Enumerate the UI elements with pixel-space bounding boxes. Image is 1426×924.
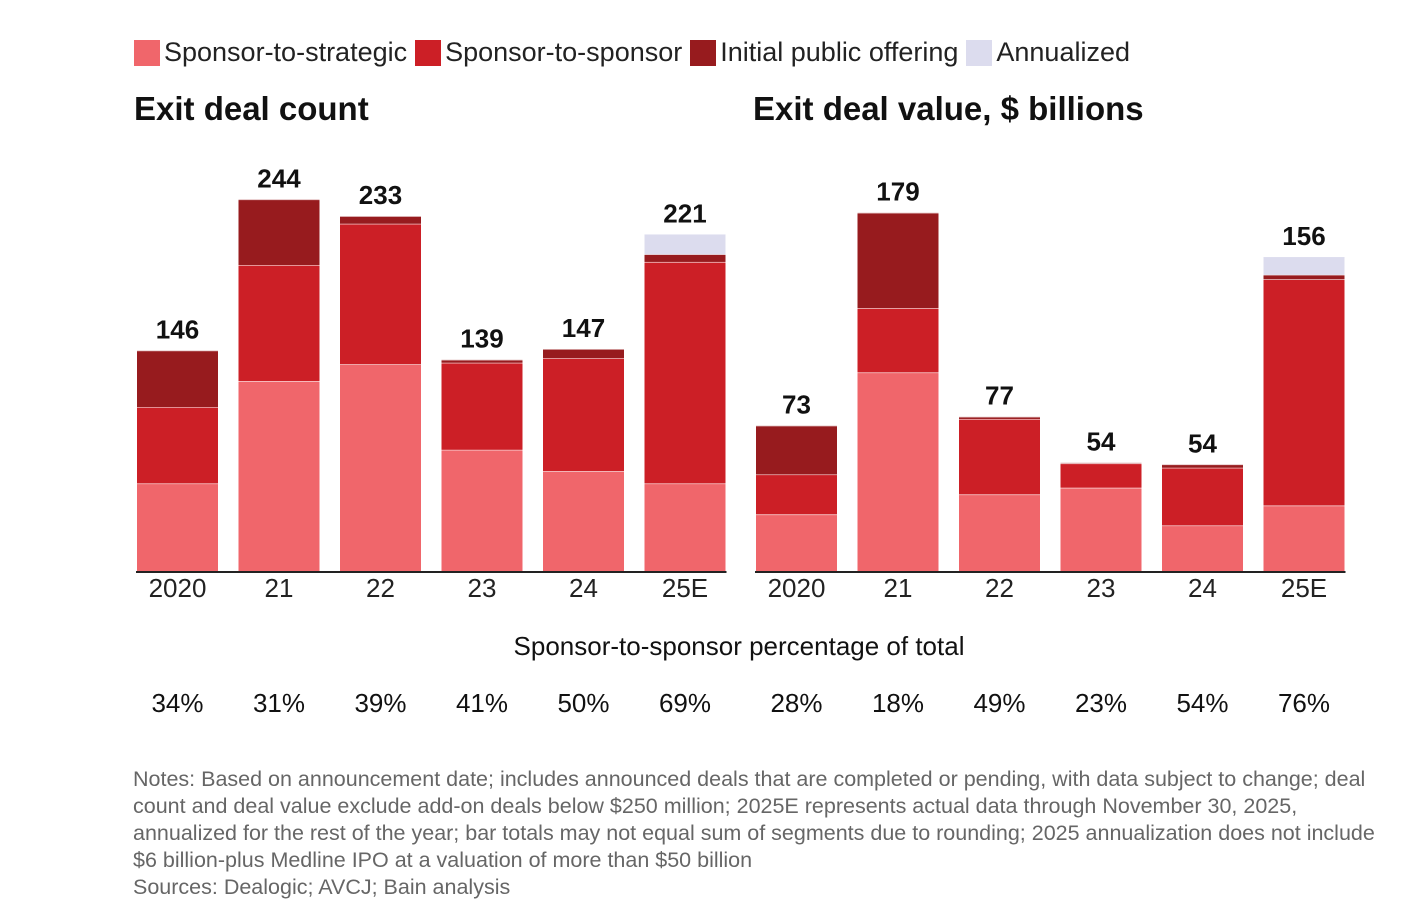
legend-item-sponsor-to-strategic: Sponsor-to-strategic xyxy=(134,37,407,68)
bar-total-label: 147 xyxy=(562,313,605,343)
bar-segment-initial-public-offering xyxy=(959,416,1040,419)
bar-segment-sponsor-to-sponsor xyxy=(1263,279,1345,506)
pct-value: 18% xyxy=(871,688,925,718)
pct-title: Sponsor-to-sponsor percentage of total xyxy=(513,631,965,661)
sources-text: Sources: Dealogic; AVCJ; Bain analysis xyxy=(133,875,511,899)
bar-total-label: 221 xyxy=(663,198,706,228)
bar-segment-sponsor-to-strategic xyxy=(340,364,421,572)
pct-value: 76% xyxy=(1277,688,1331,718)
x-tick-label: 25E xyxy=(662,573,708,603)
panel-title-count: Exit deal count xyxy=(134,90,369,127)
legend-swatch xyxy=(966,39,993,66)
pct-value: 54% xyxy=(1176,688,1229,718)
bar-segment-initial-public-offering xyxy=(137,350,218,408)
legend-item-ipo: Initial public offering xyxy=(690,37,958,68)
bar-segment-initial-public-offering xyxy=(756,425,837,475)
notes: Notes: Based on announcement date; inclu… xyxy=(133,766,1378,901)
bar-segment-initial-public-offering xyxy=(238,199,320,265)
bar-segment-sponsor-to-strategic xyxy=(441,449,523,572)
x-tick-label: 22 xyxy=(985,573,1014,603)
bar-segment-sponsor-to-strategic xyxy=(238,381,320,572)
legend-swatch xyxy=(690,39,717,66)
bar-segment-sponsor-to-strategic xyxy=(644,483,726,572)
bar-segment-initial-public-offering xyxy=(1162,464,1243,468)
bar-total-label: 244 xyxy=(257,163,301,193)
x-tick-label: 24 xyxy=(569,573,598,603)
bar-segment-initial-public-offering xyxy=(644,254,726,262)
x-tick-label: 23 xyxy=(1087,573,1116,603)
bar-total-label: 73 xyxy=(782,390,811,420)
pct-value: 23% xyxy=(1074,688,1128,718)
bar-segment-sponsor-to-sponsor xyxy=(137,407,218,484)
bar-segment-sponsor-to-strategic xyxy=(857,372,939,572)
bar-total-label: 54 xyxy=(1188,428,1217,458)
bar-segment-sponsor-to-strategic xyxy=(1263,505,1345,572)
x-tick-label: 23 xyxy=(468,573,497,603)
x-tick-label: 2020 xyxy=(768,573,826,603)
legend: Sponsor-to-strategic Sponsor-to-sponsor … xyxy=(134,37,1138,68)
bar-segment-annualized xyxy=(644,234,726,255)
bar-total-label: 54 xyxy=(1087,427,1116,457)
bar-segment-sponsor-to-strategic xyxy=(959,494,1040,572)
bar-segment-sponsor-to-sponsor xyxy=(644,261,726,484)
bar-segment-initial-public-offering xyxy=(340,216,421,224)
legend-item-sponsor-to-sponsor: Sponsor-to-sponsor xyxy=(415,37,682,68)
bar-segment-sponsor-to-sponsor xyxy=(1162,467,1243,526)
legend-label: Initial public offering xyxy=(720,37,959,67)
legend-label: Sponsor-to-sponsor xyxy=(445,37,683,67)
pct-value: 49% xyxy=(973,688,1026,718)
bar-segment-sponsor-to-sponsor xyxy=(1060,463,1142,488)
x-tick-label: 25E xyxy=(1281,573,1327,603)
bar-segment-sponsor-to-sponsor xyxy=(959,418,1040,495)
legend-label: Annualized xyxy=(996,37,1130,67)
bar-segment-annualized xyxy=(1263,257,1345,275)
bar-segment-sponsor-to-sponsor xyxy=(238,264,320,382)
pct-value: 69% xyxy=(658,688,712,718)
x-tick-label: 21 xyxy=(884,573,913,603)
bar-segment-sponsor-to-strategic xyxy=(1162,525,1243,572)
x-tick-label: 24 xyxy=(1188,573,1217,603)
x-tick-label: 2020 xyxy=(149,573,207,603)
bar-segment-initial-public-offering xyxy=(441,359,523,363)
notes-text: Notes: Based on announcement date; inclu… xyxy=(133,767,1375,872)
bar-segment-sponsor-to-strategic xyxy=(137,483,218,572)
bar-segment-initial-public-offering xyxy=(1263,274,1345,280)
pct-value: 39% xyxy=(354,688,407,718)
bar-total-label: 179 xyxy=(876,177,919,207)
bar-segment-sponsor-to-sponsor xyxy=(756,474,837,515)
legend-label: Sponsor-to-strategic xyxy=(164,37,408,67)
x-tick-label: 21 xyxy=(265,573,294,603)
legend-swatch xyxy=(415,39,442,66)
bar-segment-initial-public-offering xyxy=(857,212,939,309)
bar-segment-sponsor-to-strategic xyxy=(1060,487,1142,572)
bar-total-label: 77 xyxy=(985,381,1014,411)
bar-segment-sponsor-to-sponsor xyxy=(441,362,523,450)
x-tick-label: 22 xyxy=(366,573,395,603)
deal-value-chart: 73 2020 179 21 77 22 54 23 54 24 156 25E xyxy=(755,177,1346,603)
bar-segment-sponsor-to-sponsor xyxy=(340,223,421,365)
pct-value: 28% xyxy=(770,688,823,718)
bar-total-label: 146 xyxy=(156,315,199,345)
bar-segment-sponsor-to-sponsor xyxy=(543,358,624,472)
bar-segment-sponsor-to-strategic xyxy=(756,514,837,572)
bar-segment-initial-public-offering xyxy=(543,349,624,359)
bar-total-label: 156 xyxy=(1282,221,1325,251)
panel-title-value: Exit deal value, $ billions xyxy=(753,90,1144,127)
pct-value: 34% xyxy=(151,688,204,718)
legend-item-annualized: Annualized xyxy=(966,37,1130,68)
pct-value: 31% xyxy=(252,688,306,718)
pct-value: 50% xyxy=(557,688,610,718)
legend-swatch xyxy=(134,39,160,66)
pct-value: 41% xyxy=(455,688,509,718)
bar-segment-sponsor-to-strategic xyxy=(543,471,624,572)
bar-segment-sponsor-to-sponsor xyxy=(857,308,939,373)
bar-total-label: 233 xyxy=(359,180,402,210)
charts: Exit deal count Exit deal value, $ billi… xyxy=(134,90,1346,603)
bar-total-label: 139 xyxy=(460,324,503,354)
deal-count-chart: 146 2020 244 21 233 22 139 23 147 24 221 25E xyxy=(136,163,727,603)
